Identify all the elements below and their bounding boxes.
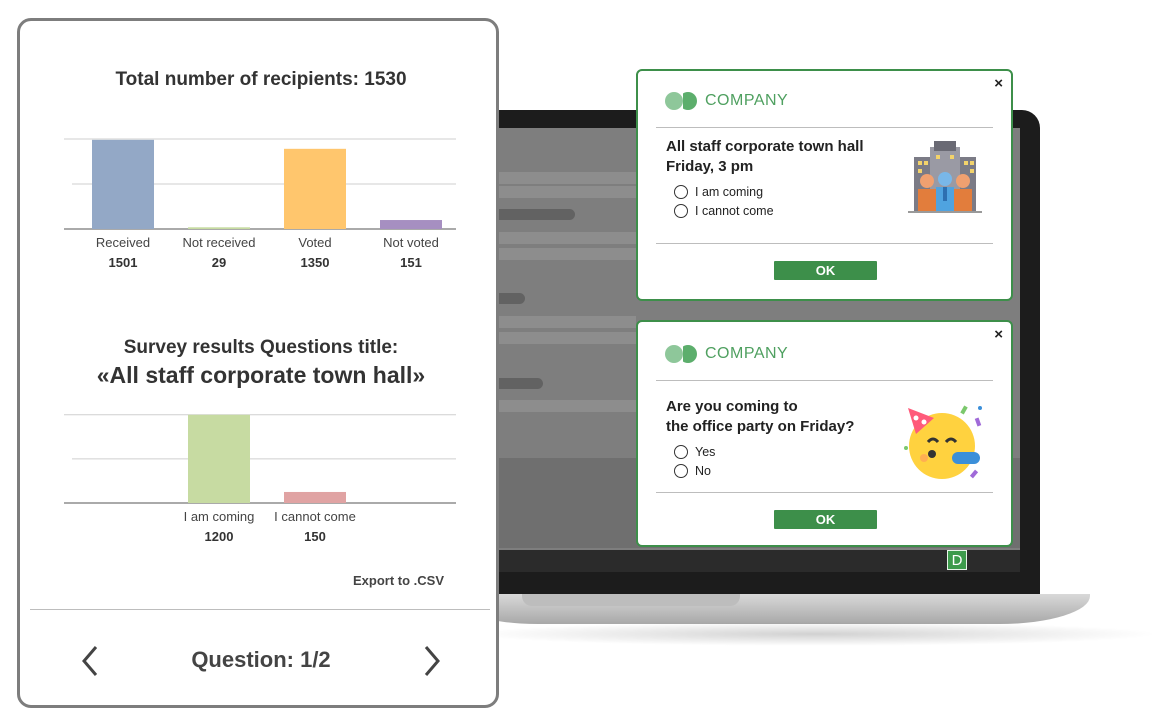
- option-label: No: [695, 464, 711, 478]
- company-logo: COMPANY: [665, 344, 788, 364]
- divider: [656, 380, 993, 381]
- bar-not-received: [188, 227, 250, 229]
- survey-heading-line-1: Survey results Questions title:: [123, 337, 399, 358]
- radio-button[interactable]: [674, 464, 688, 478]
- category-label: I am coming: [184, 509, 255, 524]
- value-label: 151: [400, 255, 422, 270]
- question-line-2: the office party on Friday?: [666, 418, 855, 435]
- bar-voted: [284, 148, 346, 229]
- divider: [656, 127, 993, 128]
- value-label: 1350: [301, 255, 330, 270]
- popup-town-hall: × COMPANY All staff corporate town hall …: [636, 69, 1013, 301]
- question-line-2: Friday, 3 pm: [666, 158, 754, 175]
- option-no[interactable]: No: [674, 464, 711, 478]
- bar-i-am-coming: [188, 414, 250, 503]
- divider: [656, 243, 993, 244]
- option-label: I cannot come: [695, 204, 774, 218]
- divider: [656, 492, 993, 493]
- bar-not-voted: [380, 220, 442, 229]
- party-emoji-icon: [902, 400, 988, 491]
- survey-heading: Survey results Questions title: «All sta…: [20, 337, 502, 389]
- value-label: 1200: [205, 529, 234, 544]
- company-logo: COMPANY: [665, 91, 788, 111]
- export-csv-link[interactable]: Export to .CSV: [352, 573, 444, 588]
- value-label: 150: [304, 529, 326, 544]
- people-building-illustration: [904, 141, 986, 228]
- company-name: COMPANY: [705, 92, 789, 109]
- survey-heading-line-2: «All staff corporate town hall»: [96, 362, 426, 388]
- category-label: Not voted: [383, 235, 439, 250]
- option-i-cannot-come[interactable]: I cannot come: [674, 204, 774, 218]
- laptop-shadow: [470, 622, 1160, 646]
- divider: [30, 609, 490, 610]
- chevron-left-icon[interactable]: [72, 641, 112, 681]
- radio-button[interactable]: [674, 445, 688, 459]
- company-logo-icon: [665, 92, 699, 110]
- app-tray-icon[interactable]: D: [947, 550, 967, 570]
- option-label: Yes: [695, 445, 716, 459]
- survey-stats-panel: Total number of recipients: 1530 Receive…: [17, 18, 499, 708]
- question-line-1: All staff corporate town hall: [666, 138, 864, 155]
- radio-button[interactable]: [674, 185, 688, 199]
- category-label: Received: [96, 235, 150, 250]
- question-counter: Question: 1/2: [191, 647, 331, 672]
- survey-bar-chart: I am coming 1200 I cannot come 150: [64, 395, 456, 555]
- value-label: 29: [212, 255, 226, 270]
- recipients-title: Total number of recipients: 1530: [115, 69, 407, 90]
- chevron-right-icon[interactable]: [410, 641, 450, 681]
- option-yes[interactable]: Yes: [674, 445, 715, 459]
- question-line-1: Are you coming to: [666, 398, 798, 415]
- category-label: Not received: [183, 235, 256, 250]
- ok-button[interactable]: OK: [774, 261, 877, 280]
- company-logo-icon: [665, 345, 699, 363]
- ok-button[interactable]: OK: [774, 510, 877, 529]
- company-name: COMPANY: [705, 345, 789, 362]
- option-i-am-coming[interactable]: I am coming: [674, 185, 763, 199]
- option-label: I am coming: [695, 185, 764, 199]
- popup-question: Are you coming to the office party on Fr…: [666, 397, 854, 437]
- bar-i-cannot-come: [284, 491, 346, 503]
- category-label: I cannot come: [274, 509, 356, 524]
- laptop-notch: [522, 594, 740, 606]
- popup-question: All staff corporate town hall Friday, 3 …: [666, 137, 864, 177]
- recipients-bar-chart: Received 1501 Not received 29 Voted 1350 Not v…: [64, 119, 456, 279]
- close-icon[interactable]: ×: [994, 75, 1003, 92]
- radio-button[interactable]: [674, 204, 688, 218]
- question-pager: Question: 1/2: [20, 641, 502, 681]
- value-label: 1501: [109, 255, 138, 270]
- bar-received: [92, 139, 154, 229]
- category-label: Voted: [298, 235, 331, 250]
- popup-office-party: × COMPANY Are you coming to the office p…: [636, 320, 1013, 547]
- taskbar: [490, 550, 1020, 572]
- close-icon[interactable]: ×: [994, 326, 1003, 343]
